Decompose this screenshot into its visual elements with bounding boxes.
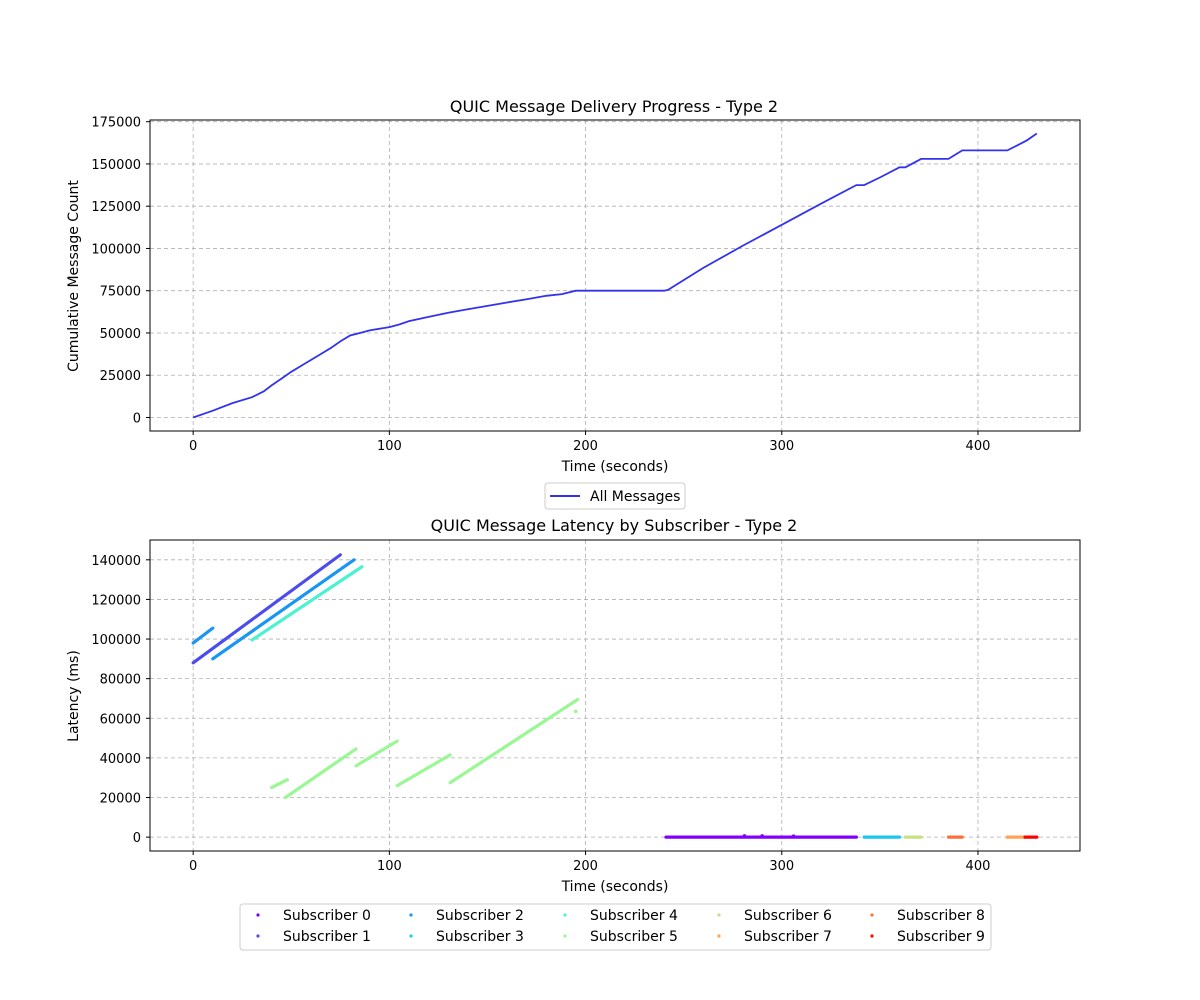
legend-box xyxy=(239,903,992,951)
legend-label: Subscriber 8 xyxy=(897,908,985,924)
x-tick-label: 200 xyxy=(573,439,598,454)
legend-marker-subscriber-0 xyxy=(256,913,260,917)
y-tick-label: 25000 xyxy=(100,369,141,384)
scatter-trail-subscriber-5 xyxy=(270,778,289,790)
scatter-point-subscriber-0 xyxy=(742,834,747,838)
y-tick-label: 125000 xyxy=(91,200,141,215)
y-tick-label: 0 xyxy=(133,411,141,426)
grid xyxy=(150,540,1080,851)
y-tick-label: 150000 xyxy=(91,158,141,173)
chart-title: QUIC Message Latency by Subscriber - Typ… xyxy=(431,516,798,535)
x-tick-label: 300 xyxy=(769,439,794,454)
scatter-trail-subscriber-2 xyxy=(211,558,356,661)
y-tick-label: 175000 xyxy=(91,116,141,131)
axes-frame xyxy=(149,119,1081,432)
scatter-trail-subscriber-5 xyxy=(448,697,580,785)
chart-title: QUIC Message Delivery Progress - Type 2 xyxy=(450,97,778,116)
legend-label: Subscriber 4 xyxy=(590,908,678,924)
plot-area xyxy=(192,132,1038,419)
legend-label: Subscriber 1 xyxy=(283,929,371,945)
legend-marker-subscriber-3 xyxy=(409,934,413,938)
y-tick-label: 140000 xyxy=(91,554,141,569)
legend-label: Subscriber 6 xyxy=(744,908,832,924)
scatter-trail-subscriber-5 xyxy=(283,747,358,800)
x-tick-label: 100 xyxy=(377,439,402,454)
y-axis-label: Cumulative Message Count xyxy=(66,180,82,372)
axes-frame xyxy=(149,539,1081,852)
x-tick-label: 200 xyxy=(573,859,598,874)
legend-marker-subscriber-7 xyxy=(717,934,721,938)
legend-marker-subscriber-4 xyxy=(563,913,567,917)
scatter-trail-subscriber-4 xyxy=(250,565,364,642)
legend-marker-subscriber-1 xyxy=(256,934,260,938)
legend-marker-subscriber-5 xyxy=(563,934,567,938)
axis-ticks: 0 100 200 300 400 0 20000 40000 60000 80000 100000… xyxy=(91,554,990,874)
y-tick-label: 100000 xyxy=(91,242,141,257)
y-tick-label: 0 xyxy=(133,831,141,846)
legend-label: Subscriber 7 xyxy=(744,929,832,945)
x-tick-label: 0 xyxy=(189,439,197,454)
y-tick-label: 120000 xyxy=(91,593,141,608)
scatter-point-subscriber-5 xyxy=(573,709,578,714)
x-tick-label: 400 xyxy=(966,439,991,454)
legend-marker-subscriber-6 xyxy=(717,913,721,917)
legend-marker-subscriber-8 xyxy=(870,913,874,917)
y-tick-label: 80000 xyxy=(100,673,141,688)
axis-ticks: 0 100 200 300 400 0 25000 50000 75000 100000 12500… xyxy=(91,116,990,454)
legend-label: Subscriber 9 xyxy=(897,929,985,945)
y-tick-label: 20000 xyxy=(100,792,141,807)
scatter-point-subscriber-0 xyxy=(791,834,796,838)
x-tick-label: 100 xyxy=(377,859,402,874)
legend-marker-subscriber-9 xyxy=(870,934,874,938)
plot-area xyxy=(191,553,1039,839)
legend-marker-subscriber-2 xyxy=(409,913,413,917)
legend-label: Subscriber 2 xyxy=(436,908,524,924)
legend-label: Subscriber 5 xyxy=(590,929,678,945)
grid xyxy=(150,120,1080,431)
x-tick-label: 300 xyxy=(769,859,794,874)
legend: All Messages xyxy=(544,482,686,510)
y-tick-label: 40000 xyxy=(100,752,141,767)
x-tick-label: 400 xyxy=(966,859,991,874)
y-axis-label: Latency (ms) xyxy=(66,650,82,742)
scatter-trail-subscriber-5 xyxy=(395,753,452,788)
scatter-trail-subscriber-1 xyxy=(191,553,342,665)
legend-label: Subscriber 3 xyxy=(436,929,524,945)
y-tick-label: 75000 xyxy=(100,285,141,300)
legend-label: All Messages xyxy=(590,489,680,505)
x-axis-label: Time (seconds) xyxy=(561,879,669,895)
scatter-point-subscriber-0 xyxy=(760,834,764,838)
series-line-all-messages xyxy=(192,132,1038,419)
legend: Subscriber 0 Subscriber 1 Subscriber 2 Subs… xyxy=(239,903,992,951)
delivery-progress-chart: QUIC Message Delivery Progress - Type 2 … xyxy=(66,97,1081,510)
scatter-trail-subscriber-2 xyxy=(191,626,215,645)
y-tick-label: 50000 xyxy=(100,327,141,342)
y-tick-label: 100000 xyxy=(91,633,141,648)
latency-chart: QUIC Message Latency by Subscriber - Typ… xyxy=(66,516,1081,951)
scatter-trail-subscriber-5 xyxy=(354,739,399,768)
legend-label: Subscriber 0 xyxy=(283,908,371,924)
y-tick-label: 60000 xyxy=(100,712,141,727)
legend-box xyxy=(544,482,686,510)
x-axis-label: Time (seconds) xyxy=(561,459,669,475)
x-tick-label: 0 xyxy=(189,859,197,874)
